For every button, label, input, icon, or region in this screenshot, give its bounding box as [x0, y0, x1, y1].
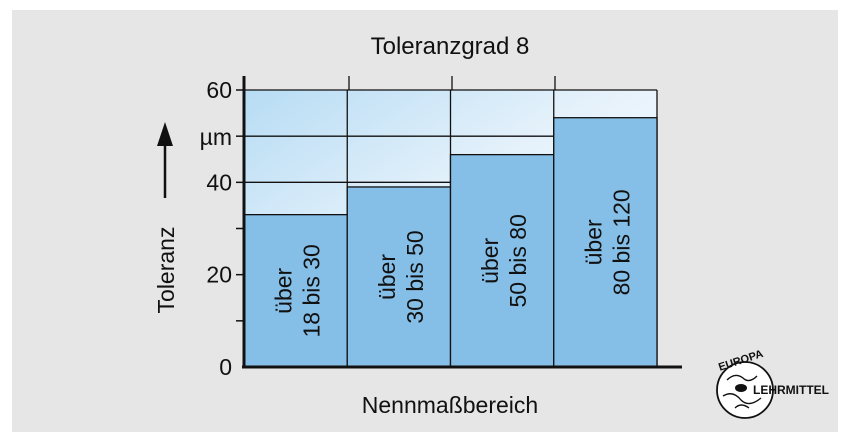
y-tick-label: 40: [206, 169, 232, 195]
bar: [346, 186, 452, 368]
x-axis-label: Nennmaßbereich: [362, 392, 538, 418]
bar: [449, 153, 555, 368]
y-axis-arrow: [157, 122, 173, 198]
y-axis-label: Toleranz: [153, 227, 179, 314]
y-tick-label: 20: [206, 262, 232, 288]
bar-label: über 18 bis 30: [271, 244, 325, 337]
bar-label: über 50 bis 80: [477, 214, 531, 307]
bar-labels: über 18 bis 30 über 30 bis 50 über 50 bis 80 ü…: [271, 189, 635, 337]
bars: [243, 117, 658, 368]
bar-label-line-2: 18 bis 30: [299, 244, 325, 337]
bar-label-line-2: 80 bis 120: [608, 189, 634, 295]
axes: [236, 76, 682, 369]
bar-label-line-1: über: [374, 254, 400, 300]
bar: [553, 117, 658, 368]
y-tick-labels: 0 20 40 60: [206, 77, 232, 380]
chart-title: Toleranzgrad 8: [371, 33, 530, 60]
y-tick-label: 60: [206, 77, 232, 103]
europa-lehrmittel-logo: EUROPA LEHRMITTEL: [716, 348, 829, 419]
y-tick-label: 0: [219, 354, 232, 380]
logo-text-bottom: LEHRMITTEL: [753, 383, 829, 397]
bar-label-line-1: über: [271, 267, 297, 313]
bar-label-line-2: 30 bis 50: [402, 230, 428, 323]
bar-label-line-1: über: [477, 237, 503, 283]
bar-label: über 80 bis 120: [580, 189, 634, 295]
bar: [243, 213, 348, 368]
bar-label-line-1: über: [580, 219, 606, 265]
bar-label: über 30 bis 50: [374, 230, 428, 323]
y-axis-unit: µm: [200, 124, 232, 150]
bar-label-line-2: 50 bis 80: [505, 214, 531, 307]
